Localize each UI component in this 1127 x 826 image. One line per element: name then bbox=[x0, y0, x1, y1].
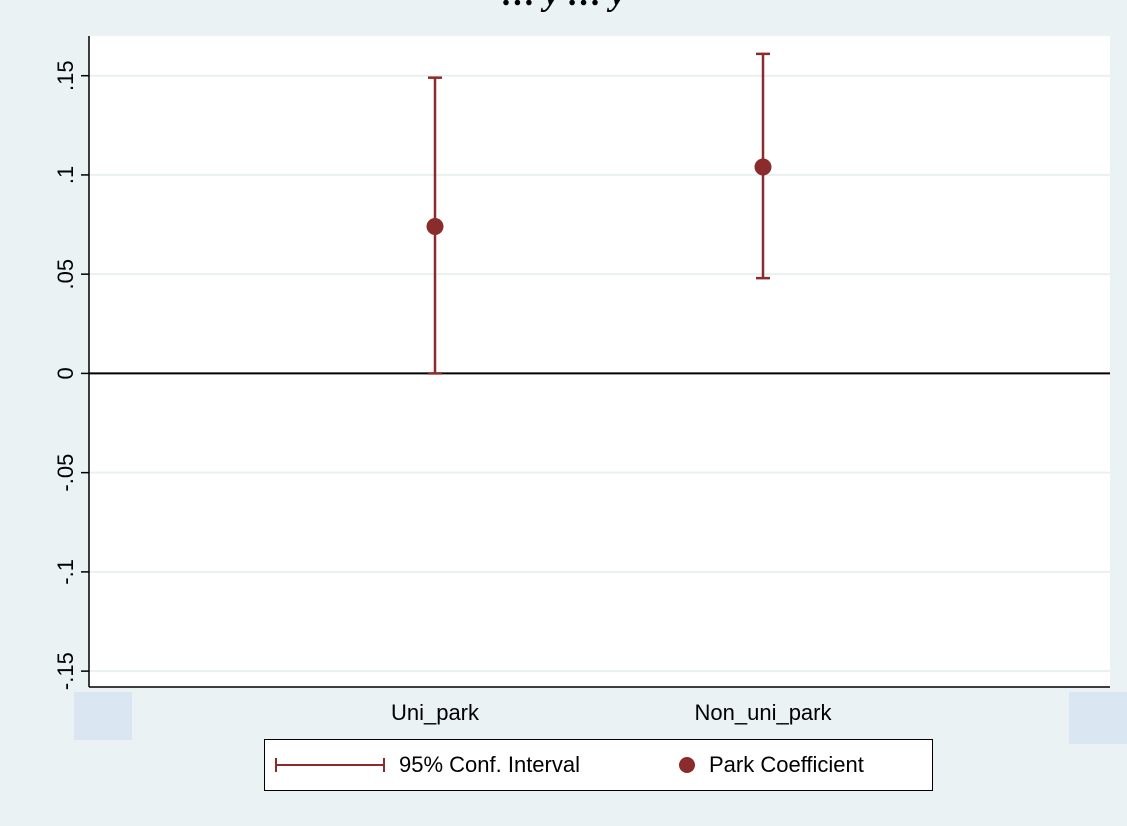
y-tick-label: .15 bbox=[53, 60, 78, 91]
legend-point-label: Park Coefficient bbox=[709, 752, 864, 777]
y-tick-label: -.15 bbox=[53, 652, 78, 690]
chart-title: … y … y bbox=[0, 0, 1127, 14]
y-tick-label: 0 bbox=[53, 367, 78, 379]
y-tick-label: .1 bbox=[53, 166, 78, 184]
x-tick-label: Uni_park bbox=[391, 700, 480, 725]
plot-area bbox=[89, 36, 1110, 687]
legend-ci-label: 95% Conf. Interval bbox=[399, 752, 580, 777]
coefficient-point bbox=[754, 158, 772, 176]
x-axis-ticks: Uni_park Non_uni_park bbox=[391, 700, 833, 725]
axes bbox=[88, 36, 1110, 688]
data-series bbox=[426, 52, 772, 375]
y-tick-label: -.05 bbox=[53, 454, 78, 492]
grid-lines bbox=[89, 74, 1110, 673]
y-tick-label: -.1 bbox=[53, 559, 78, 585]
y-axis-ticks: .15 .1 .05 0 -.05 -.1 -.15 bbox=[53, 60, 89, 690]
deco-box-right bbox=[1069, 692, 1127, 744]
legend-item-point: Park Coefficient bbox=[679, 740, 864, 790]
deco-box-left bbox=[74, 692, 132, 740]
coefficient-point bbox=[426, 218, 444, 236]
y-tick-label: .05 bbox=[53, 259, 78, 290]
legend-ci-symbol bbox=[275, 755, 385, 775]
x-tick-label: Non_uni_park bbox=[695, 700, 833, 725]
legend-point-symbol bbox=[679, 757, 695, 773]
legend-item-ci: 95% Conf. Interval bbox=[275, 740, 580, 790]
legend: 95% Conf. Interval Park Coefficient bbox=[264, 739, 933, 791]
